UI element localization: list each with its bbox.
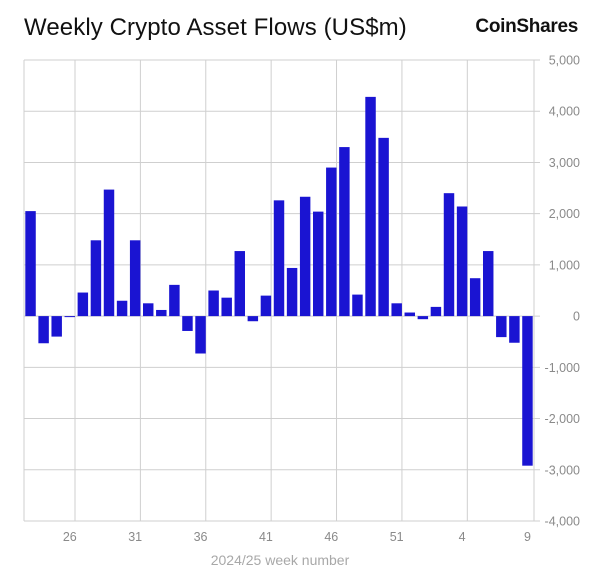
y-tick-label: -4,000 xyxy=(545,515,580,529)
bar-week-27 xyxy=(77,292,89,317)
y-tick-label: -3,000 xyxy=(545,463,580,477)
bar-week-47 xyxy=(339,147,350,317)
bar-week-36 xyxy=(195,316,206,354)
bar-week-50 xyxy=(378,137,389,317)
bar-week-9 xyxy=(522,316,533,466)
bar-week-41 xyxy=(260,295,272,317)
x-tick-label: 4 xyxy=(459,530,466,544)
y-tick-label: -2,000 xyxy=(545,412,580,426)
x-tick-label: 26 xyxy=(63,530,77,544)
bar-week-29 xyxy=(103,189,115,317)
bar-week-1 xyxy=(417,316,429,320)
bar-week-52 xyxy=(404,312,415,317)
bar-week-5 xyxy=(469,278,481,317)
bar-week-23 xyxy=(25,211,36,317)
bar-week-30 xyxy=(116,300,128,317)
bar-week-26 xyxy=(64,316,75,318)
y-tick-label: -1,000 xyxy=(545,361,580,375)
bar-week-48 xyxy=(352,294,363,317)
bar-week-32 xyxy=(143,303,154,317)
bar-week-31 xyxy=(129,240,141,317)
y-tick-label: 3,000 xyxy=(549,156,580,170)
y-tick-label: 4,000 xyxy=(549,105,580,119)
x-tick-label: 46 xyxy=(324,530,338,544)
bar-week-35 xyxy=(182,316,193,331)
y-tick-label: 2,000 xyxy=(549,207,580,221)
bar-week-3 xyxy=(443,193,455,317)
y-tick-label: 1,000 xyxy=(549,258,580,272)
x-tick-label: 36 xyxy=(194,530,208,544)
x-tick-label: 51 xyxy=(390,530,404,544)
bar-week-24 xyxy=(38,316,49,344)
bar-week-28 xyxy=(90,240,102,317)
chart-title: Weekly Crypto Asset Flows (US$m) xyxy=(24,14,407,41)
bar-week-37 xyxy=(208,290,219,317)
bar-week-39 xyxy=(234,251,245,317)
bar-week-46 xyxy=(326,167,337,317)
x-tick-label: 31 xyxy=(128,530,142,544)
bar-week-51 xyxy=(391,303,402,317)
bar-week-6 xyxy=(483,251,494,317)
bar-week-8 xyxy=(509,316,520,343)
bar-week-49 xyxy=(365,96,376,317)
bar-week-42 xyxy=(273,200,285,317)
bars xyxy=(25,96,533,466)
coinshares-logo: CoinShares xyxy=(475,16,578,37)
x-axis-label: 2024/25 week number xyxy=(211,552,350,568)
bar-week-44 xyxy=(299,196,311,317)
y-tick-label: 0 xyxy=(573,310,580,324)
y-tick-label: 5,000 xyxy=(549,54,580,68)
bar-week-43 xyxy=(286,267,298,317)
x-tick-label: 41 xyxy=(259,530,273,544)
bar-week-7 xyxy=(496,316,507,338)
bar-week-40 xyxy=(247,316,259,322)
bar-week-25 xyxy=(51,316,62,337)
x-tick-label: 9 xyxy=(524,530,531,544)
bar-week-34 xyxy=(169,284,180,317)
bar-week-33 xyxy=(156,309,167,317)
bar-week-38 xyxy=(221,297,232,317)
y-axis-ticks: -4,000 -3,000 -2,000 -1,000 0 1,000 2,000 3,000… xyxy=(545,54,581,529)
bar-week-45 xyxy=(313,211,324,317)
x-axis-ticks: 26 31 36 41 46 51 4 9 xyxy=(63,530,531,544)
bar-week-4 xyxy=(456,206,468,317)
bar-week-2 xyxy=(430,306,442,317)
